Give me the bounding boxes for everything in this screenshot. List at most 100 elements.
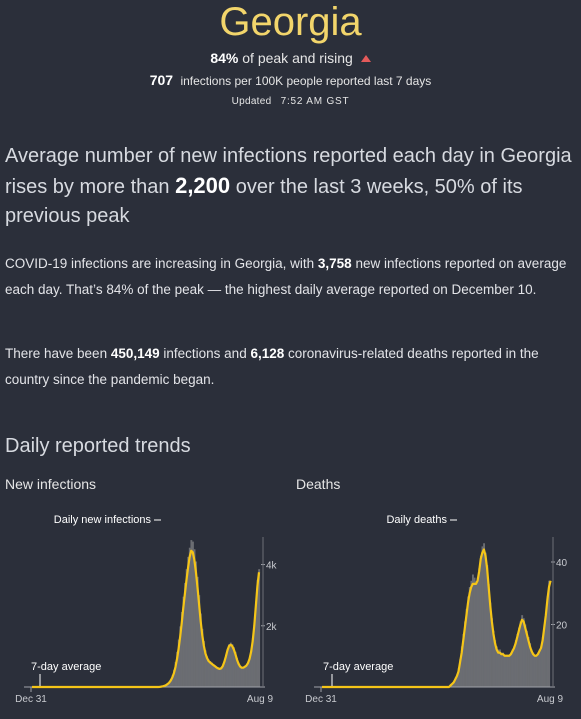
para1-text-1: COVID-19 infections are increasing in Ge… bbox=[5, 256, 318, 271]
daily-bar bbox=[530, 649, 533, 687]
daily-bar bbox=[522, 618, 525, 687]
daily-bar bbox=[256, 579, 259, 687]
daily-bar bbox=[184, 582, 186, 687]
daily-bar bbox=[212, 664, 215, 687]
daily-bar bbox=[505, 655, 508, 687]
daily-bar bbox=[527, 637, 530, 687]
daily-bar bbox=[510, 652, 512, 688]
daily-bar bbox=[516, 633, 519, 688]
daily-bar bbox=[229, 642, 232, 687]
peak-percent: 84% bbox=[210, 50, 239, 66]
daily-bar bbox=[245, 664, 248, 687]
daily-bar bbox=[508, 655, 511, 687]
daily-bar bbox=[533, 655, 536, 687]
daily-bar bbox=[473, 577, 476, 688]
daily-bar bbox=[452, 680, 455, 687]
daily-bar bbox=[237, 662, 240, 687]
daily-bar bbox=[253, 622, 256, 687]
average-line bbox=[322, 548, 552, 689]
daily-bar bbox=[537, 652, 539, 688]
daily-bar bbox=[168, 681, 171, 687]
daily-bar bbox=[223, 660, 226, 687]
daily-bar bbox=[506, 655, 509, 687]
infections-chart-title: New infections bbox=[5, 476, 97, 492]
daily-bar bbox=[209, 660, 212, 687]
daily-bar bbox=[242, 667, 245, 687]
infection-rate: 707 infections per 100K people reported … bbox=[0, 72, 581, 88]
daily-bar bbox=[234, 651, 237, 687]
daily-bar bbox=[226, 648, 229, 687]
daily-bar bbox=[460, 646, 463, 688]
daily-bar bbox=[187, 556, 190, 687]
daily-bar bbox=[456, 674, 459, 687]
daily-bar bbox=[192, 541, 194, 687]
headline-text-1: Average number of new infections reporte… bbox=[5, 145, 572, 198]
headline-text-2: over the last 3 weeks, 50% of its previo… bbox=[5, 176, 523, 227]
daily-bar bbox=[487, 583, 490, 688]
headline: Average number of new infections reporte… bbox=[5, 142, 575, 231]
daily-bar bbox=[217, 668, 220, 687]
daily-bar bbox=[494, 640, 497, 688]
daily-bar bbox=[210, 662, 213, 687]
daily-bar bbox=[532, 652, 535, 688]
daily-bar bbox=[521, 615, 524, 688]
daily-bar bbox=[255, 601, 257, 687]
infections-chart: 2k 4k Dec 31 Aug 9 Daily new infections 7-day… bbox=[15, 514, 277, 705]
daily-bar bbox=[483, 543, 486, 687]
daily-bar bbox=[548, 580, 551, 687]
daily-bar bbox=[232, 647, 235, 687]
daily-bar bbox=[538, 649, 541, 687]
daily-bar bbox=[176, 651, 179, 687]
daily-bar bbox=[231, 644, 234, 687]
daily-bar bbox=[169, 679, 172, 687]
x-end-label: Aug 9 bbox=[537, 694, 564, 705]
rate-text: infections per 100K people reported last… bbox=[180, 74, 432, 88]
y-tick-label: 20 bbox=[556, 621, 568, 632]
daily-bar bbox=[171, 675, 174, 687]
daily-bar bbox=[535, 655, 538, 687]
x-start-label: Dec 31 bbox=[15, 694, 47, 705]
daily-bar bbox=[451, 683, 454, 688]
daily-average-value: 3,758 bbox=[317, 256, 352, 271]
deaths-chart: 20 40 Dec 31 Aug 9 Daily deaths 7-day average bbox=[305, 514, 568, 705]
daily-bar bbox=[529, 643, 532, 687]
daily-bar bbox=[500, 652, 503, 688]
daily-bar bbox=[199, 613, 202, 687]
summary-paragraph-1: COVID-19 infections are increasing in Ge… bbox=[5, 251, 577, 303]
x-end-label: Aug 9 bbox=[247, 694, 274, 705]
daily-bar bbox=[201, 628, 204, 687]
daily-bar bbox=[481, 546, 484, 688]
daily-bar bbox=[540, 646, 543, 688]
peak-status: 84% of peak and rising bbox=[0, 50, 581, 66]
daily-bar bbox=[193, 549, 196, 687]
total-infections-value: 450,149 bbox=[110, 346, 160, 361]
total-deaths-value: 6,128 bbox=[250, 346, 285, 361]
header: Georgia 84% of peak and rising 707 infec… bbox=[0, 0, 581, 107]
daily-bar bbox=[177, 639, 180, 687]
daily-bar bbox=[514, 640, 517, 688]
daily-bar bbox=[541, 637, 544, 687]
daily-bar bbox=[468, 587, 471, 687]
daily-bar bbox=[462, 633, 465, 688]
deaths-chart-title: Deaths bbox=[296, 476, 341, 492]
daily-bar bbox=[486, 565, 489, 688]
daily-bar bbox=[236, 657, 239, 687]
daily-bar bbox=[239, 665, 242, 687]
daily-bar bbox=[215, 667, 218, 687]
daily-bar bbox=[248, 657, 251, 687]
peak-text: of peak and rising bbox=[242, 50, 353, 66]
daily-bar bbox=[188, 547, 191, 687]
daily-bar bbox=[478, 568, 481, 687]
daily-bar bbox=[204, 650, 207, 687]
daily-bar bbox=[525, 630, 528, 687]
average-line bbox=[32, 549, 261, 689]
daily-bar bbox=[251, 638, 254, 687]
updated-time-value: 7:52 AM GST bbox=[280, 96, 350, 107]
average-series-label: 7-day average bbox=[31, 661, 101, 673]
daily-bar bbox=[491, 618, 493, 687]
daily-bar bbox=[457, 668, 460, 687]
daily-bar bbox=[513, 646, 516, 688]
daily-bar bbox=[221, 665, 224, 687]
daily-bar bbox=[492, 630, 495, 687]
daily-bar bbox=[218, 668, 221, 687]
